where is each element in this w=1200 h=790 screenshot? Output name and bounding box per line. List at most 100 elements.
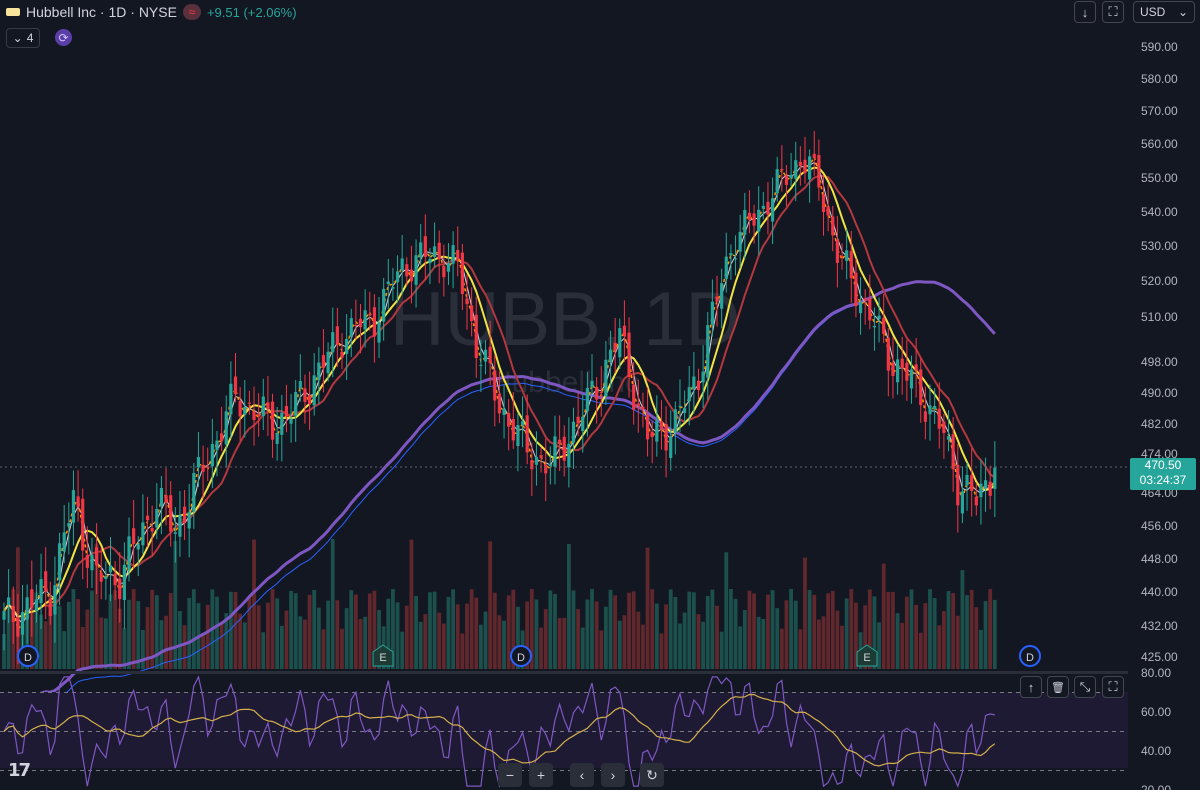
volume-bar xyxy=(215,596,219,669)
candle-body xyxy=(229,383,233,415)
reset-chart-button[interactable]: ↻ xyxy=(640,763,664,787)
volume-bar xyxy=(826,593,831,669)
scroll-left-button[interactable]: ‹ xyxy=(570,763,594,787)
volume-bar xyxy=(955,615,960,669)
volume-bar xyxy=(233,592,238,669)
tradingview-logo[interactable]: 17 xyxy=(8,760,31,781)
price-axis-tick: 498.00 xyxy=(1141,355,1178,369)
volume-bar xyxy=(103,618,108,669)
volume-bar xyxy=(145,607,150,669)
maximize-pane-button[interactable]: ⛶ xyxy=(1102,676,1124,698)
candle-body xyxy=(821,193,826,212)
marker-label: D xyxy=(1026,652,1034,664)
indicators-toggle[interactable]: ⌄ 4 xyxy=(6,28,40,48)
sync-icon[interactable]: ⟳ xyxy=(55,29,72,46)
candle-body xyxy=(747,212,752,220)
candle-body xyxy=(826,206,830,216)
candle-body xyxy=(942,421,946,433)
candle-body xyxy=(155,509,159,528)
symbol-header: Hubbell Inc · 1D · NYSE ≈ +9.51 (+2.06%) xyxy=(6,3,297,21)
price-axis-tick: 520.00 xyxy=(1141,274,1178,288)
candle-body xyxy=(636,403,640,406)
volume-bar xyxy=(483,611,488,669)
volume-bar xyxy=(321,629,326,669)
currency-select[interactable]: USD ⌄ xyxy=(1133,1,1195,23)
volume-bar xyxy=(863,605,868,669)
candle-body xyxy=(178,514,182,537)
earnings-marker xyxy=(856,644,878,667)
candle-body xyxy=(798,161,802,166)
candle-body xyxy=(442,266,446,278)
volume-bar xyxy=(270,589,275,669)
candle-body xyxy=(289,418,293,424)
candle-body xyxy=(678,405,682,407)
volume-bar xyxy=(71,589,76,669)
volume-bar xyxy=(779,628,784,669)
volume-bar xyxy=(201,632,205,669)
volume-bar xyxy=(224,613,229,669)
candle-body xyxy=(317,362,321,381)
volume-bar xyxy=(136,601,141,669)
zoom-in-button[interactable]: + xyxy=(529,763,553,787)
candle-body xyxy=(979,483,983,498)
candle-body xyxy=(507,413,511,427)
download-button[interactable]: ↓ xyxy=(1074,1,1096,23)
volume-bar xyxy=(636,611,641,669)
volume-bar xyxy=(377,610,381,669)
volume-bar xyxy=(988,589,993,669)
candle-body xyxy=(622,325,627,337)
candle-body xyxy=(849,250,853,279)
candle-body xyxy=(76,496,80,507)
volume-bar xyxy=(478,624,483,669)
collapse-icon: ⤡ xyxy=(1079,679,1091,694)
last-price-label: 470.50 03:24:37 xyxy=(1130,458,1196,490)
candle-body xyxy=(900,358,904,369)
zoom-out-button[interactable]: − xyxy=(498,763,522,787)
volume-bar xyxy=(941,611,946,669)
volume-bar xyxy=(937,625,942,669)
candle-body xyxy=(951,434,955,470)
volume-bar xyxy=(358,619,363,669)
trash-icon: 🗑 xyxy=(1051,681,1065,694)
volume-bar xyxy=(557,617,562,669)
rsi-axis-tick: 40.00 xyxy=(1141,744,1171,758)
volume-bar xyxy=(289,590,293,669)
candle-body xyxy=(835,239,839,263)
candle-body xyxy=(645,414,650,440)
candle-body xyxy=(90,554,94,571)
price-axis-tick: 580.00 xyxy=(1141,72,1178,86)
volume-bar xyxy=(474,597,479,669)
scroll-right-button[interactable]: › xyxy=(601,763,625,787)
volume-bar xyxy=(39,614,43,669)
candle-body xyxy=(627,332,631,378)
collapse-pane-button[interactable]: ⤡ xyxy=(1074,676,1096,698)
volume-bar xyxy=(974,607,979,669)
move-pane-up-button[interactable]: ↑ xyxy=(1020,676,1042,698)
volume-bar xyxy=(94,543,99,669)
volume-bar xyxy=(423,614,428,669)
candle-body xyxy=(358,318,363,328)
candle-body xyxy=(159,487,164,507)
candle-body xyxy=(775,169,779,194)
volume-bar xyxy=(363,616,368,669)
symbol-title[interactable]: Hubbell Inc · 1D · NYSE xyxy=(26,4,177,20)
volume-bar xyxy=(691,592,696,669)
fullscreen-button[interactable]: ⛶ xyxy=(1102,1,1124,23)
candle-body xyxy=(965,474,969,486)
volume-bar xyxy=(178,611,182,669)
candle-body xyxy=(497,393,502,414)
delete-pane-button[interactable]: 🗑 xyxy=(1047,676,1069,698)
candle-body xyxy=(919,369,923,406)
price-axis-tick: 425.00 xyxy=(1141,650,1178,664)
volume-bar xyxy=(432,591,437,669)
volume-bar xyxy=(761,619,766,669)
volume-bar xyxy=(900,622,905,669)
volume-bar xyxy=(465,603,469,669)
volume-bar xyxy=(979,629,983,669)
chevron-down-icon: ⌄ xyxy=(1177,5,1188,19)
candle-body xyxy=(284,405,289,417)
candle-body xyxy=(548,463,552,467)
volume-bar xyxy=(293,593,298,669)
candle-body xyxy=(595,386,599,400)
